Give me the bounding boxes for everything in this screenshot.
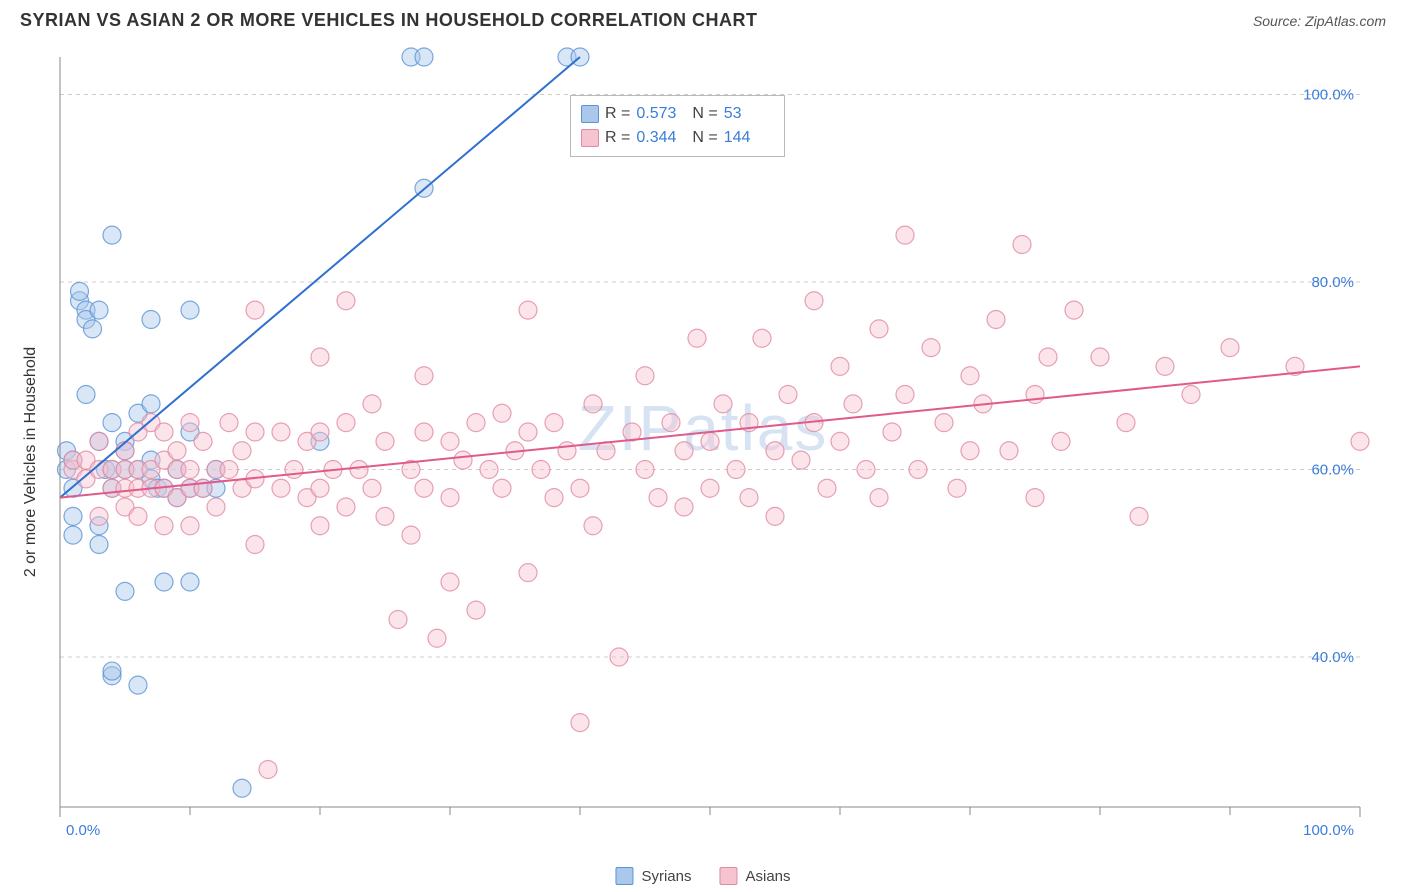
legend-item: Syrians — [615, 867, 691, 885]
legend-bottom: Syrians Asians — [615, 867, 790, 885]
svg-text:0.0%: 0.0% — [66, 822, 100, 839]
legend-swatch — [615, 867, 633, 885]
n-value: 144 — [724, 126, 774, 150]
svg-text:40.0%: 40.0% — [1311, 649, 1354, 666]
stats-row: R = 0.344 N = 144 — [581, 126, 774, 150]
correlation-stats-box: R = 0.573 N = 53R = 0.344 N = 144 — [570, 95, 785, 157]
legend-label: Asians — [746, 868, 791, 885]
legend-swatch — [720, 867, 738, 885]
y-axis-label: 2 or more Vehicles in Household — [22, 347, 40, 577]
r-label: R = — [605, 126, 630, 150]
svg-text:60.0%: 60.0% — [1311, 462, 1354, 479]
n-label: N = — [692, 126, 717, 150]
chart-header: SYRIAN VS ASIAN 2 OR MORE VEHICLES IN HO… — [0, 0, 1406, 37]
svg-text:80.0%: 80.0% — [1311, 274, 1354, 291]
legend-item: Asians — [720, 867, 791, 885]
n-value: 53 — [724, 102, 774, 126]
svg-text:100.0%: 100.0% — [1303, 87, 1354, 104]
stats-row: R = 0.573 N = 53 — [581, 102, 774, 126]
scatter-plot-svg: 40.0% 60.0% 80.0% 100.0% 0.0% 100.0% — [50, 37, 1390, 857]
series-swatch — [581, 129, 599, 147]
legend-label: Syrians — [641, 868, 691, 885]
source-prefix: Source: — [1253, 13, 1305, 29]
series-swatch — [581, 105, 599, 123]
r-value: 0.573 — [636, 102, 686, 126]
n-label: N = — [692, 102, 717, 126]
source-name: ZipAtlas.com — [1305, 13, 1386, 29]
source-attribution: Source: ZipAtlas.com — [1253, 13, 1386, 29]
r-value: 0.344 — [636, 126, 686, 150]
chart-area: 2 or more Vehicles in Household ZIPatlas… — [0, 37, 1406, 887]
chart-title: SYRIAN VS ASIAN 2 OR MORE VEHICLES IN HO… — [20, 10, 758, 31]
r-label: R = — [605, 102, 630, 126]
svg-text:100.0%: 100.0% — [1303, 822, 1354, 839]
